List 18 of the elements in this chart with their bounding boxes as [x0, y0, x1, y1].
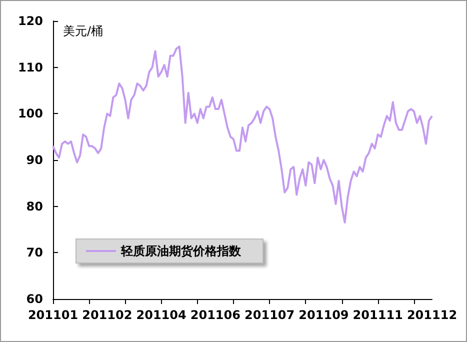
y-tick-label: 120 [18, 14, 43, 28]
x-tick-label: 201102 [82, 308, 132, 322]
x-tick-label: 201112 [406, 308, 458, 322]
x-tick-label: 201109 [298, 308, 349, 322]
line-series [52, 45, 433, 224]
y-axis-title: 美元/桶 [63, 24, 104, 38]
legend-label: 轻质原油期货价格指数 [120, 244, 242, 258]
x-tick-label: 201106 [190, 308, 240, 322]
y-tick-label: 100 [18, 106, 43, 121]
y-tick-label: 60 [26, 292, 43, 306]
y-tick-label: 110 [18, 60, 43, 74]
x-tick-label: 201111 [352, 308, 403, 322]
y-tick-label: 80 [26, 199, 43, 214]
x-tick-label: 201101 [28, 308, 78, 322]
x-tick-label: 201107 [244, 308, 295, 322]
y-tick-label: 70 [26, 246, 43, 260]
x-tick-label: 201104 [136, 308, 186, 322]
y-tick-label: 90 [26, 153, 43, 167]
